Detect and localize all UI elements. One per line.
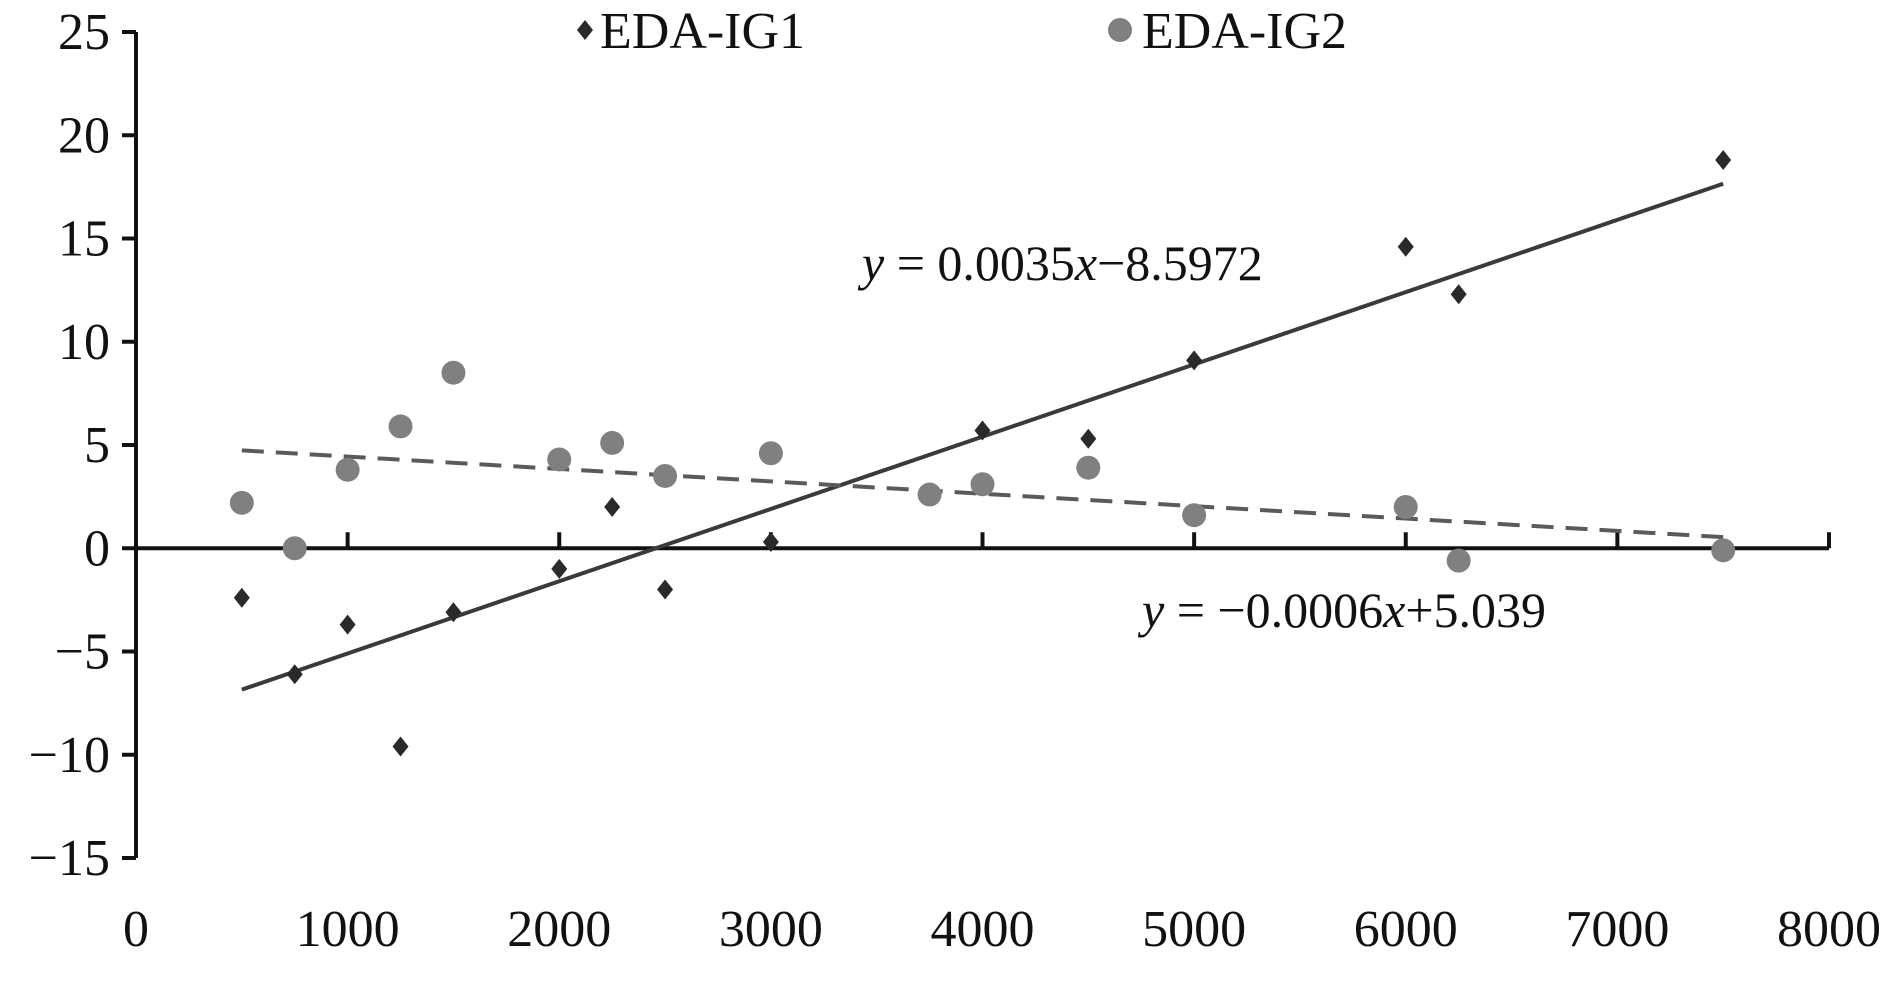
data-point [282,536,307,561]
x-tick-label: 4000 [931,901,1035,958]
data-point [600,430,625,455]
data-points [229,150,1736,757]
data-point [392,736,409,757]
series-eda-ig1 [233,150,1732,757]
x-tick-label: 3000 [719,901,823,958]
data-point [657,579,674,600]
data-point [1397,236,1414,257]
trendline-eda-ig2 [241,448,1724,540]
data-point [1182,503,1207,528]
legend-marker [577,20,593,40]
y-tick-label: 5 [84,417,110,474]
data-point [758,441,783,466]
data-point [388,414,413,439]
legend-item-eda-ig2: EDA-IG2 [1108,3,1347,60]
data-point [1446,548,1471,573]
data-point [1393,494,1418,519]
y-tick-label: −15 [29,830,110,887]
data-point [233,587,250,608]
y-tick-label: 10 [58,314,110,371]
data-point [1080,428,1097,449]
data-point [653,463,678,488]
data-point [229,490,254,515]
legend-label: EDA-IG1 [600,3,805,60]
y-tick-label: −5 [55,624,110,681]
data-point [1715,150,1732,171]
data-point [551,558,568,579]
data-point [339,614,356,635]
data-point [970,472,995,497]
y-tick-label: 20 [58,107,110,164]
data-point [335,457,360,482]
data-point [1186,350,1203,371]
data-point [286,664,303,685]
legend-item-eda-ig1: EDA-IG1 [577,3,805,60]
data-point [1450,284,1467,305]
x-tick-label: 1000 [296,901,400,958]
x-tick-label: 8000 [1777,901,1881,958]
data-point [974,420,991,441]
data-point [441,360,466,385]
x-tick-label: 6000 [1354,901,1458,958]
legend-marker [1108,18,1132,42]
x-tick-label: 7000 [1565,901,1669,958]
data-point [604,496,621,517]
data-point [1076,455,1101,480]
trendline-equations: y = 0.0035x−8.5972 y = −0.0006x+5.039 [857,235,1546,638]
equation-eda-ig1: y = 0.0035x−8.5972 [857,235,1263,291]
data-point [762,532,779,553]
legend-label: EDA-IG2 [1142,3,1347,60]
x-tick-label: 2000 [507,901,611,958]
y-tick-label: 0 [84,520,110,577]
data-point [547,447,572,472]
axes: −15 −10 −5 0 5 10 15 20 25 0 1000 2000 3000 4000 5000 6… [29,4,1881,958]
x-tick-label: 5000 [1142,901,1246,958]
x-tick-label: 0 [123,901,149,958]
data-point [1711,538,1736,563]
equation-eda-ig2: y = −0.0006x+5.039 [1137,582,1546,638]
y-tick-label: 25 [58,4,110,61]
y-tick-label: 15 [58,211,110,268]
data-point [445,602,462,623]
data-point [917,482,942,507]
legend: EDA-IG1 EDA-IG2 [577,3,1347,60]
series-eda-ig2 [229,360,1736,573]
y-tick-label: −10 [29,727,110,784]
